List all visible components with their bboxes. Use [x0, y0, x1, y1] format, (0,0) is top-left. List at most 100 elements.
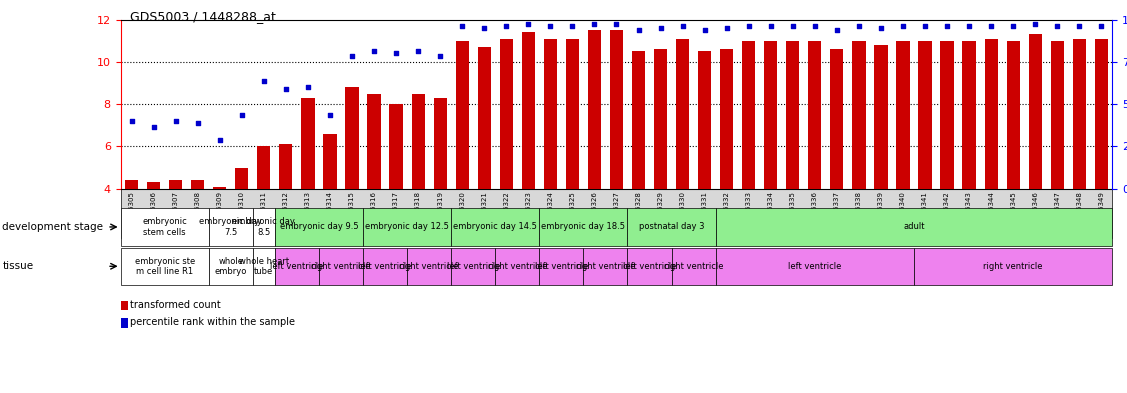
Bar	[720, 49, 734, 189]
Point	[476, 25, 494, 31]
Point	[564, 23, 582, 29]
Bar	[1073, 39, 1086, 189]
Bar	[1094, 39, 1108, 189]
FancyBboxPatch shape	[208, 248, 252, 285]
Bar	[213, 187, 227, 189]
Point	[167, 118, 185, 124]
Point	[520, 21, 538, 27]
Text: left ventricle: left ventricle	[788, 262, 842, 271]
Text: embryonic
stem cells: embryonic stem cells	[142, 217, 187, 237]
Bar	[787, 41, 799, 189]
Bar	[434, 98, 446, 189]
Point	[1004, 23, 1022, 29]
Bar	[632, 51, 645, 189]
Text: embryonic day 14.5: embryonic day 14.5	[453, 222, 538, 231]
Point	[1071, 23, 1089, 29]
Text: postnatal day 3: postnatal day 3	[639, 222, 704, 231]
FancyBboxPatch shape	[628, 248, 672, 285]
Point	[938, 23, 956, 29]
FancyBboxPatch shape	[540, 208, 628, 246]
FancyBboxPatch shape	[672, 248, 716, 285]
Bar	[875, 45, 888, 189]
Bar	[764, 41, 778, 189]
Bar	[147, 182, 160, 189]
Point	[365, 48, 383, 55]
Text: GDS5003 / 1448288_at: GDS5003 / 1448288_at	[130, 10, 275, 23]
Point	[387, 50, 405, 57]
Text: tissue: tissue	[2, 261, 34, 271]
Point	[762, 23, 780, 29]
Point	[630, 27, 648, 33]
Text: embryonic day 18.5: embryonic day 18.5	[541, 222, 625, 231]
Bar	[499, 39, 513, 189]
Text: embryonic day 9.5: embryonic day 9.5	[279, 222, 358, 231]
Point	[718, 25, 736, 31]
Point	[585, 21, 603, 27]
Point	[695, 27, 713, 33]
Bar	[279, 144, 293, 189]
Point	[982, 23, 1000, 29]
Point	[233, 112, 251, 118]
Point	[806, 23, 824, 29]
Bar	[345, 87, 358, 189]
Bar	[852, 41, 866, 189]
Point	[277, 86, 295, 92]
Point	[783, 23, 801, 29]
Point	[1048, 23, 1066, 29]
Point	[343, 52, 361, 59]
Text: adult: adult	[903, 222, 925, 231]
Text: left ventricle: left ventricle	[358, 262, 411, 271]
Point	[850, 23, 868, 29]
FancyBboxPatch shape	[121, 208, 208, 246]
FancyBboxPatch shape	[275, 248, 319, 285]
Text: left ventricle: left ventricle	[270, 262, 323, 271]
Bar	[192, 180, 204, 189]
Point	[497, 23, 515, 29]
FancyBboxPatch shape	[252, 208, 275, 246]
FancyBboxPatch shape	[628, 208, 716, 246]
Point	[828, 27, 846, 33]
FancyBboxPatch shape	[540, 248, 584, 285]
Point	[255, 78, 273, 84]
Text: embryonic ste
m cell line R1: embryonic ste m cell line R1	[134, 257, 195, 276]
Point	[188, 120, 206, 126]
Point	[432, 52, 450, 59]
Bar	[654, 49, 667, 189]
Bar	[676, 39, 690, 189]
Bar	[1029, 35, 1041, 189]
FancyBboxPatch shape	[275, 208, 363, 246]
Point	[144, 124, 162, 130]
Text: transformed count: transformed count	[130, 299, 221, 310]
Bar	[588, 30, 601, 189]
Bar	[698, 51, 711, 189]
FancyBboxPatch shape	[319, 248, 363, 285]
FancyBboxPatch shape	[716, 208, 1112, 246]
Bar	[390, 104, 402, 189]
Point	[916, 23, 934, 29]
Bar	[919, 41, 932, 189]
Point	[409, 48, 427, 55]
Text: left ventricle: left ventricle	[446, 262, 500, 271]
Point	[894, 23, 912, 29]
FancyBboxPatch shape	[495, 248, 540, 285]
Bar	[962, 41, 976, 189]
Bar	[455, 41, 469, 189]
FancyBboxPatch shape	[208, 208, 252, 246]
Bar	[742, 41, 755, 189]
Text: right ventricle: right ventricle	[399, 262, 459, 271]
Bar	[1050, 41, 1064, 189]
FancyBboxPatch shape	[407, 248, 451, 285]
Bar	[478, 47, 491, 189]
Bar	[323, 134, 337, 189]
Point	[1092, 23, 1110, 29]
Bar	[610, 30, 623, 189]
Text: right ventricle: right ventricle	[488, 262, 547, 271]
Bar	[808, 41, 822, 189]
Point	[211, 137, 229, 143]
Bar	[940, 41, 953, 189]
Bar	[301, 98, 314, 189]
Point	[453, 23, 471, 29]
Point	[739, 23, 757, 29]
FancyBboxPatch shape	[363, 208, 451, 246]
Bar	[566, 39, 579, 189]
